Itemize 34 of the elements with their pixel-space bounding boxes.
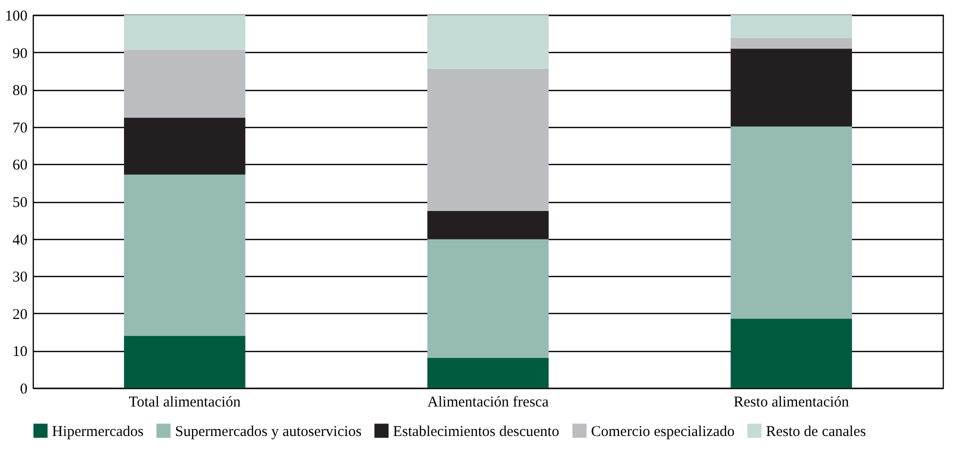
y-tick-label: 20 [12, 306, 28, 323]
y-tick-label: 100 [5, 8, 28, 24]
bar [730, 38, 852, 49]
x-tick-label: Alimentación fresca [427, 394, 549, 410]
bar [427, 358, 549, 388]
bar [124, 15, 246, 50]
bar [730, 15, 852, 38]
y-tick-label: 60 [12, 158, 28, 174]
legend-label: Resto de canales [766, 424, 866, 440]
y-tick-label: 70 [12, 120, 28, 136]
bar [124, 50, 246, 118]
bar [427, 15, 549, 69]
bar [427, 68, 549, 211]
legend-label: Establecimientos descuento [393, 424, 560, 440]
legend-label: Hipermercados [52, 424, 144, 440]
bar [730, 318, 852, 388]
legend-label: Supermercados y autoservicios [175, 424, 362, 440]
legend-label: Comercio especializado [591, 424, 735, 440]
bar [124, 174, 246, 336]
y-tick-label: 10 [12, 344, 28, 360]
bar [427, 210, 549, 240]
y-tick-label: 40 [12, 232, 28, 248]
y-tick-label: 0 [20, 382, 28, 398]
x-tick-label: Resto alimentación [734, 394, 850, 410]
y-tick-label: 90 [12, 46, 28, 62]
bar [427, 239, 549, 358]
bar [124, 336, 246, 388]
bar [730, 126, 852, 319]
bar [730, 48, 852, 127]
y-tick-label: 80 [12, 83, 28, 100]
bar [124, 118, 246, 175]
y-tick-label: 50 [12, 195, 28, 211]
y-tick-label: 30 [12, 270, 28, 286]
x-tick-label: Total alimentación [128, 394, 242, 410]
